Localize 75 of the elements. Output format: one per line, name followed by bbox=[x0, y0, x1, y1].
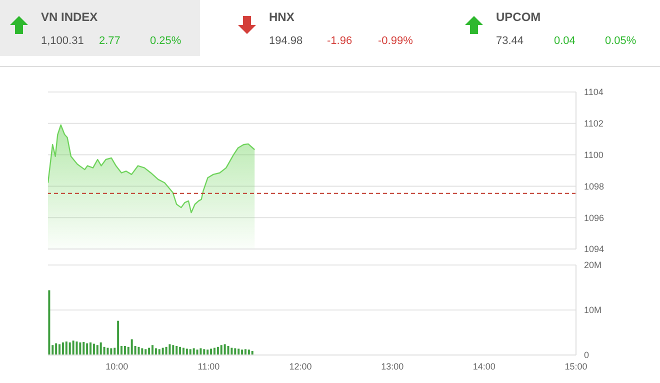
data-label: 0.05% bbox=[605, 35, 636, 47]
bar bbox=[86, 343, 88, 355]
bar bbox=[165, 346, 168, 355]
bar bbox=[244, 349, 246, 355]
bar bbox=[103, 346, 106, 355]
y-tick-label: 20M bbox=[584, 260, 602, 270]
bar bbox=[210, 348, 212, 355]
x-tick-label: 12:00 bbox=[289, 361, 312, 372]
bar bbox=[248, 350, 250, 355]
bar bbox=[62, 342, 64, 355]
bar bbox=[176, 346, 178, 355]
bar bbox=[92, 344, 95, 355]
bar bbox=[82, 342, 85, 355]
bar bbox=[206, 350, 209, 355]
bar bbox=[241, 350, 244, 355]
bar bbox=[203, 349, 206, 355]
bar bbox=[189, 349, 192, 355]
bar bbox=[138, 346, 140, 355]
data-label: 194.98 bbox=[269, 35, 303, 47]
y-tick-label: 10M bbox=[584, 305, 602, 316]
bar bbox=[224, 344, 226, 355]
data-label: 0.04 bbox=[554, 35, 576, 47]
y-tick-label: 1104 bbox=[584, 87, 604, 98]
data-label: 0.25% bbox=[150, 35, 182, 47]
bar bbox=[152, 345, 154, 355]
bar bbox=[162, 348, 164, 355]
data-label: -1.96 bbox=[327, 35, 352, 47]
bar bbox=[144, 349, 147, 355]
bar bbox=[106, 348, 109, 355]
y-tick-label: 1098 bbox=[584, 181, 604, 192]
y-tick-label: 1096 bbox=[584, 212, 604, 223]
bar bbox=[158, 349, 160, 355]
y-tick-label: 0 bbox=[584, 350, 590, 360]
bar bbox=[182, 348, 184, 355]
category-label: HNX bbox=[269, 10, 294, 24]
bar bbox=[48, 290, 50, 355]
bar bbox=[172, 345, 174, 355]
bar bbox=[179, 346, 182, 355]
bar bbox=[213, 348, 216, 355]
x-tick-label: 10:00 bbox=[106, 361, 128, 372]
bar bbox=[216, 346, 219, 355]
bar bbox=[124, 346, 126, 355]
bar bbox=[79, 342, 82, 355]
bar bbox=[196, 350, 198, 355]
bar bbox=[130, 339, 133, 355]
bar bbox=[100, 342, 102, 355]
x-tick-label: 11:00 bbox=[198, 361, 220, 372]
data-label: 73.44 bbox=[496, 35, 524, 47]
bar bbox=[76, 342, 78, 355]
bar bbox=[55, 343, 58, 355]
bar bbox=[238, 348, 240, 355]
bar bbox=[65, 342, 68, 355]
data-label: 1,100.31 bbox=[41, 35, 84, 47]
bar bbox=[58, 344, 61, 355]
category-label: UPCOM bbox=[496, 10, 541, 24]
bar bbox=[96, 345, 98, 355]
bar bbox=[227, 346, 230, 355]
x-tick-label: 15:00 bbox=[564, 361, 588, 372]
data-label: -0.99% bbox=[378, 35, 413, 47]
bar bbox=[148, 348, 150, 355]
bar bbox=[117, 320, 120, 355]
y-tick-label: 1094 bbox=[584, 244, 604, 254]
x-tick-label: 13:00 bbox=[381, 361, 404, 372]
y-tick-label: 1100 bbox=[584, 150, 604, 160]
bar bbox=[90, 342, 92, 355]
data-label: 2.77 bbox=[99, 35, 120, 47]
bar bbox=[72, 340, 74, 355]
y-tick-label: 1102 bbox=[584, 118, 604, 129]
x-tick-label: 14:00 bbox=[472, 361, 496, 372]
bar bbox=[230, 348, 233, 355]
bar bbox=[186, 348, 188, 355]
category-label: VN INDEX bbox=[41, 10, 98, 24]
bar bbox=[220, 345, 222, 355]
bar bbox=[68, 342, 71, 355]
bar bbox=[168, 344, 171, 355]
